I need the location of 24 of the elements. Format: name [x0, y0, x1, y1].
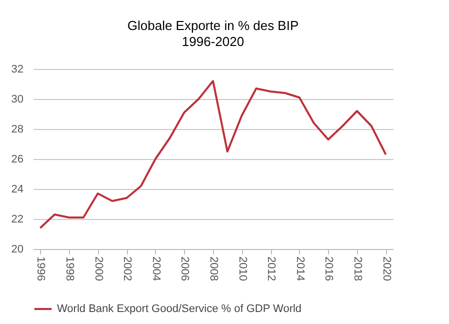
- x-tick-label: 2000: [92, 256, 104, 281]
- x-tick-label: 2002: [121, 256, 134, 281]
- x-tick-label: 2014: [294, 256, 306, 281]
- chart-title: Globale Exporte in % des BIP: [127, 18, 299, 33]
- y-tick-label: 32: [11, 64, 24, 76]
- x-tick-label: 2006: [178, 256, 191, 281]
- y-tick-label: 20: [11, 244, 24, 256]
- y-tick-label: 28: [11, 124, 24, 136]
- x-tick-label: 2012: [265, 256, 278, 281]
- line-series: [39, 80, 387, 229]
- x-tick-label: 2008: [208, 256, 220, 281]
- x-tick-label: 2016: [322, 256, 335, 281]
- x-tick-label: 2018: [352, 256, 364, 281]
- x-tick-label: 1996: [34, 256, 47, 281]
- y-tick-label: 24: [11, 184, 24, 196]
- legend-label: World Bank Export Good/Service % of GDP World: [57, 303, 302, 315]
- x-tick-label: 2004: [150, 256, 162, 281]
- y-tick-label: 30: [11, 94, 24, 106]
- x-tick-label: 2020: [380, 256, 392, 281]
- x-tick-label: 1998: [64, 256, 76, 281]
- y-tick-label: 26: [11, 154, 24, 166]
- x-tick-label: 2010: [236, 256, 248, 281]
- chart-subtitle: 1996-2020: [182, 34, 244, 49]
- y-tick-label: 22: [11, 214, 24, 226]
